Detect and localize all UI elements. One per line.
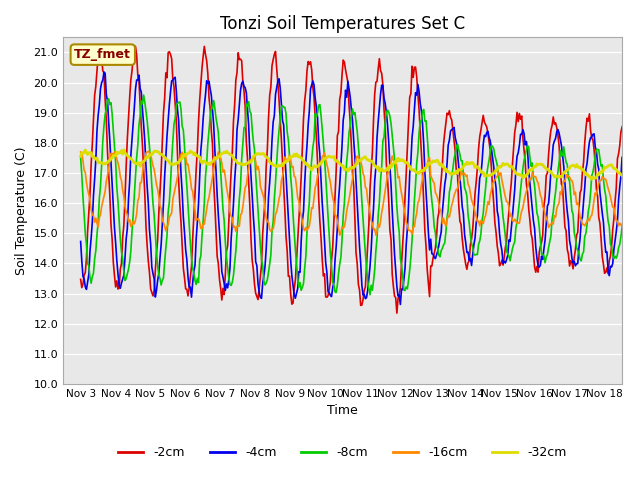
-2cm [636,263,640,268]
-32cm [417,168,425,173]
-2cm [419,171,426,177]
-16cm [336,232,344,238]
-4cm [587,135,595,141]
-16cm [314,173,321,179]
-8cm [587,190,595,196]
-4cm [390,252,398,257]
-32cm [390,159,398,165]
-4cm [100,69,108,75]
Line: -4cm: -4cm [81,72,639,304]
-2cm [132,44,140,49]
Line: -16cm: -16cm [81,151,639,235]
-8cm [636,185,640,191]
-8cm [252,171,259,177]
-2cm [393,310,401,316]
-4cm [397,301,404,307]
Line: -8cm: -8cm [81,95,639,295]
-8cm [490,146,497,152]
-16cm [587,214,595,219]
-32cm [77,153,84,159]
-8cm [419,108,426,114]
-8cm [77,156,84,161]
-4cm [636,238,640,243]
-32cm [252,152,259,157]
Line: -32cm: -32cm [81,150,639,180]
-16cm [419,176,426,182]
Y-axis label: Soil Temperature (C): Soil Temperature (C) [15,146,28,275]
-4cm [490,164,497,169]
-32cm [625,177,633,182]
Line: -2cm: -2cm [81,47,639,313]
-8cm [140,92,147,98]
-8cm [314,110,321,116]
-2cm [587,128,595,133]
Text: TZ_fmet: TZ_fmet [74,48,131,61]
-2cm [77,276,84,282]
Title: Tonzi Soil Temperatures Set C: Tonzi Soil Temperatures Set C [220,15,465,33]
-2cm [252,290,259,296]
-4cm [252,259,259,264]
-2cm [314,159,321,165]
X-axis label: Time: Time [327,405,358,418]
-16cm [145,148,152,154]
-8cm [392,183,399,189]
-4cm [314,115,321,120]
-32cm [120,147,127,153]
-4cm [77,239,84,244]
-2cm [390,293,398,299]
-16cm [252,159,259,165]
Legend: -2cm, -4cm, -8cm, -16cm, -32cm: -2cm, -4cm, -8cm, -16cm, -32cm [113,442,572,465]
-8cm [366,292,374,298]
-16cm [392,158,399,164]
-4cm [419,121,426,127]
-16cm [77,149,84,155]
-16cm [636,178,640,184]
-32cm [314,164,321,169]
-32cm [586,174,593,180]
-32cm [489,170,497,176]
-16cm [490,179,497,184]
-2cm [490,200,497,206]
-32cm [636,166,640,172]
